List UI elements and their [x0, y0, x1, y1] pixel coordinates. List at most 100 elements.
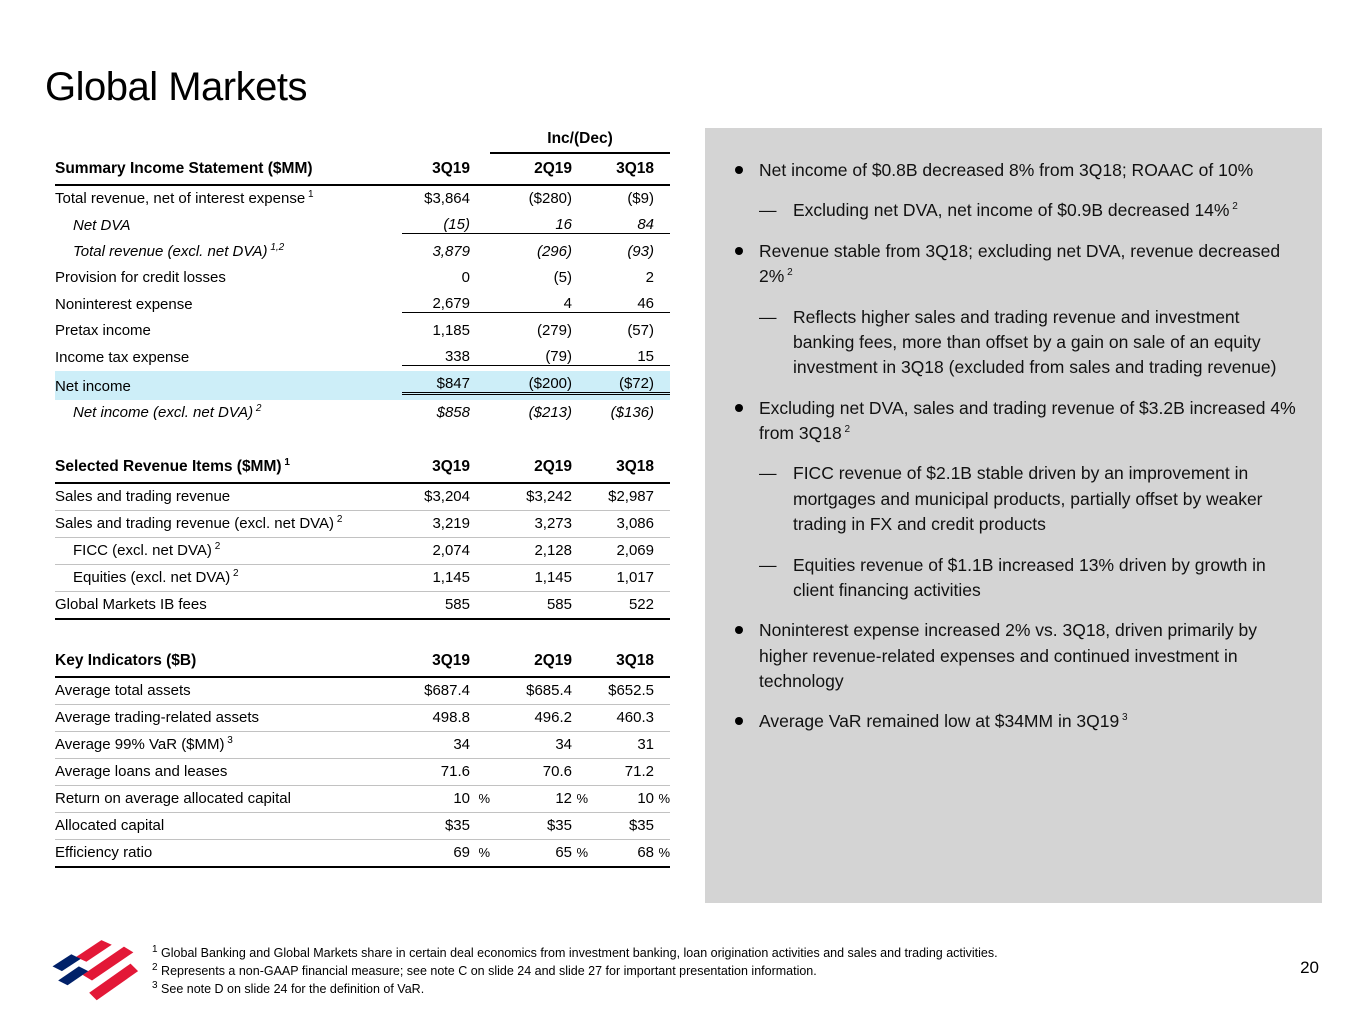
row-label: Pretax income — [55, 322, 151, 339]
table-row: Income tax expense 338 (79) 15 — [55, 344, 670, 371]
table-cell: 84 — [588, 216, 670, 233]
cell-value: 585 — [546, 596, 572, 613]
cell-unit — [572, 420, 588, 421]
cell-value: 34 — [555, 736, 572, 753]
cell-unit — [654, 531, 670, 532]
cell-value: 3,086 — [616, 515, 654, 532]
cell-unit — [470, 698, 490, 699]
table-cell: 3,273 — [490, 515, 588, 532]
spacer — [402, 130, 490, 154]
table-cell: ($213) — [490, 404, 588, 421]
table-title: Summary Income Statement ($MM) — [55, 160, 313, 177]
cell-value: 3Q18 — [616, 160, 654, 177]
table-title: Key Indicators ($B) — [55, 652, 197, 669]
cell-unit — [572, 311, 588, 312]
cell-value: 3Q19 — [432, 652, 470, 669]
column-header: 3Q18 — [588, 160, 670, 178]
cell-group: 496.2 460.3 — [490, 709, 670, 726]
row-label: Average loans and leases — [55, 763, 228, 780]
table-cell: 12% — [490, 790, 588, 807]
cell-unit — [572, 752, 588, 753]
table-cell: (15) — [402, 216, 490, 234]
cell-unit — [470, 779, 490, 780]
cell-value: (57) — [627, 322, 654, 339]
cell-unit — [572, 833, 588, 834]
row-label: Efficiency ratio — [55, 844, 153, 861]
table-row: Sales and trading revenue (excl. net DVA… — [55, 511, 670, 538]
cell-value: 46 — [637, 295, 654, 312]
table-cell: 2,074 — [402, 542, 490, 559]
cell-value: 34 — [453, 736, 470, 753]
cell-value: (279) — [536, 322, 572, 339]
table-cell: 46 — [588, 295, 670, 312]
sub-bullet-item: — Excluding net DVA, net income of $0.9B … — [759, 198, 1298, 223]
cell-unit — [470, 558, 490, 559]
page-title: Global Markets — [45, 64, 307, 109]
cell-unit — [470, 531, 490, 532]
cell-group: (79) 15 — [490, 348, 670, 366]
cell-unit — [572, 612, 588, 613]
cell-value: 585 — [444, 596, 470, 613]
cell-group: (279) (57) — [490, 322, 670, 339]
table-cell: 585 — [490, 596, 588, 613]
column-header: 3Q19 — [402, 652, 490, 670]
footnote: 2 Represents a non-GAAP financial measur… — [152, 961, 817, 979]
cell-value: ($136) — [610, 404, 654, 421]
table-row: Pretax income 1,185 (279) (57) — [55, 318, 670, 344]
dash-icon: — — [759, 463, 777, 484]
cell-unit — [572, 558, 588, 559]
cell-unit — [470, 177, 490, 178]
table-row: Net income (excl. net DVA) 2 $858 ($213) ($… — [55, 400, 670, 426]
bullet-text: Revenue stable from 3Q18; excluding net … — [759, 240, 1281, 287]
cell-unit — [470, 669, 490, 670]
table-cell: (296) — [490, 243, 588, 260]
cell-value: 2 — [645, 269, 654, 286]
table-cell: 2,069 — [588, 542, 670, 559]
cell-unit: % — [478, 791, 490, 806]
cell-value: (79) — [545, 348, 572, 365]
cell-group: 16 84 — [490, 216, 670, 234]
footnotes: 1 Global Banking and Global Markets shar… — [152, 944, 1172, 998]
table-cell: 460.3 — [588, 709, 670, 726]
column-header: 3Q18 — [588, 652, 670, 670]
cell-value: 2Q19 — [534, 160, 572, 177]
table-row: Average 99% VaR ($MM) 3 34 34 31 — [55, 732, 670, 759]
cell-value: 1,185 — [432, 322, 470, 339]
row-label: Equities (excl. net DVA) 2 — [73, 569, 239, 586]
cell-group: $35 $35 — [490, 817, 670, 834]
cell-unit — [654, 725, 670, 726]
cell-value: 31 — [637, 736, 654, 753]
cell-group: 2,128 2,069 — [490, 542, 670, 559]
cell-unit — [654, 833, 670, 834]
cell-unit — [654, 338, 670, 339]
table-cell: 3,879 — [402, 243, 490, 260]
table-0: Inc/(Dec) Summary Income Statement ($MM) 3… — [55, 130, 670, 426]
cell-value: (296) — [536, 243, 572, 260]
row-label: Sales and trading revenue (excl. net DVA… — [55, 515, 343, 532]
table-row: Efficiency ratio 69% 65% 68% — [55, 840, 670, 866]
cell-group: ($213) ($136) — [490, 404, 670, 421]
cell-unit — [470, 232, 490, 233]
dash-icon: — — [759, 306, 777, 327]
cell-value: ($200) — [528, 375, 572, 392]
cell-value: 3Q18 — [616, 652, 654, 669]
cell-unit — [654, 206, 670, 207]
table-header-row: Selected Revenue Items ($MM) 1 3Q19 2Q19 3Q… — [55, 452, 670, 484]
cell-unit — [470, 338, 490, 339]
cell-unit — [654, 558, 670, 559]
row-label: Net DVA — [73, 217, 131, 234]
cell-value: 10 — [453, 790, 470, 807]
cell-group: ($280) ($9) — [490, 190, 670, 207]
table-title: Selected Revenue Items ($MM) 1 — [55, 458, 290, 475]
column-header: 2Q19 — [490, 160, 588, 178]
row-label: Return on average allocated capital — [55, 790, 291, 807]
cell-group: $685.4 $652.5 — [490, 682, 670, 699]
table-cell: (93) — [588, 243, 670, 260]
cell-value: 1,145 — [432, 569, 470, 586]
row-label: Sales and trading revenue — [55, 488, 231, 505]
column-header: 2Q19 — [490, 652, 588, 670]
cell-group: 70.6 71.2 — [490, 763, 670, 780]
cell-unit — [654, 232, 670, 233]
cell-unit — [654, 420, 670, 421]
financial-tables: Inc/(Dec) Summary Income Statement ($MM) 3… — [55, 130, 670, 868]
